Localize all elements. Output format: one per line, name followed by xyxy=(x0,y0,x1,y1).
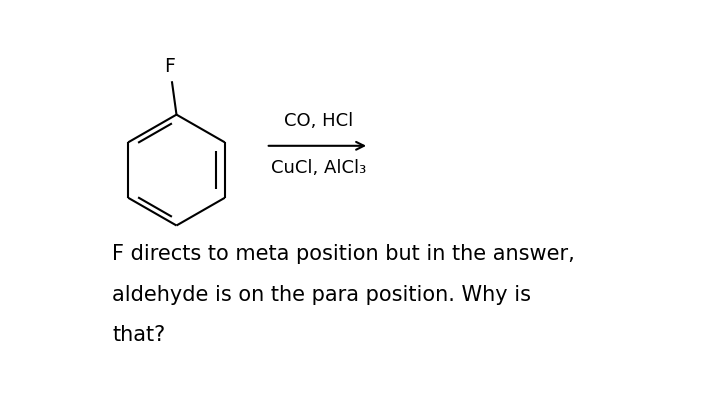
Text: CO, HCl: CO, HCl xyxy=(284,112,354,130)
Text: F: F xyxy=(163,58,175,76)
Text: CuCl, AlCl₃: CuCl, AlCl₃ xyxy=(271,159,366,177)
Text: aldehyde is on the para position. Why is: aldehyde is on the para position. Why is xyxy=(112,285,531,305)
Text: F directs to meta position but in the answer,: F directs to meta position but in the an… xyxy=(112,244,575,265)
Text: that?: that? xyxy=(112,325,166,345)
